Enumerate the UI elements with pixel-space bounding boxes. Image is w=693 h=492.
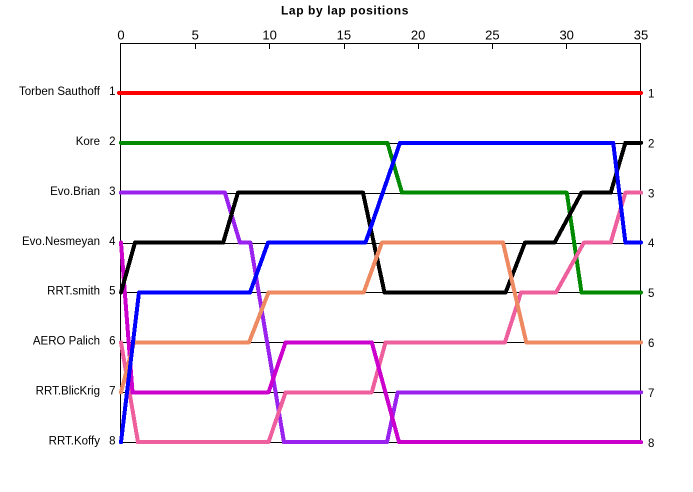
svg-text:Evo.Brian: Evo.Brian [50, 186, 100, 198]
svg-text:8: 8 [648, 438, 654, 450]
svg-text:Kore: Kore [76, 136, 100, 148]
svg-text:8: 8 [109, 435, 115, 447]
svg-text:2: 2 [648, 138, 654, 150]
svg-text:5: 5 [192, 28, 199, 43]
svg-text:3: 3 [648, 188, 654, 200]
svg-text:RRT.Koffy: RRT.Koffy [49, 435, 101, 447]
svg-text:6: 6 [648, 338, 654, 350]
svg-text:AERO Palich: AERO Palich [33, 336, 100, 348]
svg-text:4: 4 [648, 238, 655, 250]
svg-text:7: 7 [648, 388, 654, 400]
svg-text:30: 30 [559, 28, 573, 43]
svg-text:0: 0 [117, 28, 124, 43]
svg-text:RRT.smith: RRT.smith [47, 286, 100, 298]
svg-text:15: 15 [337, 28, 351, 43]
svg-text:Lap by lap positions: Lap by lap positions [281, 4, 409, 18]
svg-text:3: 3 [109, 186, 115, 198]
svg-text:Evo.Nesmeyan: Evo.Nesmeyan [22, 236, 100, 248]
svg-text:7: 7 [109, 386, 115, 398]
svg-text:1: 1 [109, 86, 115, 98]
svg-text:25: 25 [485, 28, 499, 43]
svg-text:RRT.BlicKrig: RRT.BlicKrig [36, 386, 100, 398]
svg-text:35: 35 [634, 28, 648, 43]
svg-text:Torben Sauthoff: Torben Sauthoff [19, 86, 101, 98]
svg-text:5: 5 [648, 288, 654, 300]
svg-text:10: 10 [262, 28, 276, 43]
svg-text:1: 1 [648, 89, 654, 101]
svg-text:2: 2 [109, 136, 115, 148]
svg-text:6: 6 [109, 336, 115, 348]
svg-text:20: 20 [411, 28, 425, 43]
svg-text:5: 5 [109, 286, 115, 298]
svg-text:4: 4 [109, 236, 116, 248]
